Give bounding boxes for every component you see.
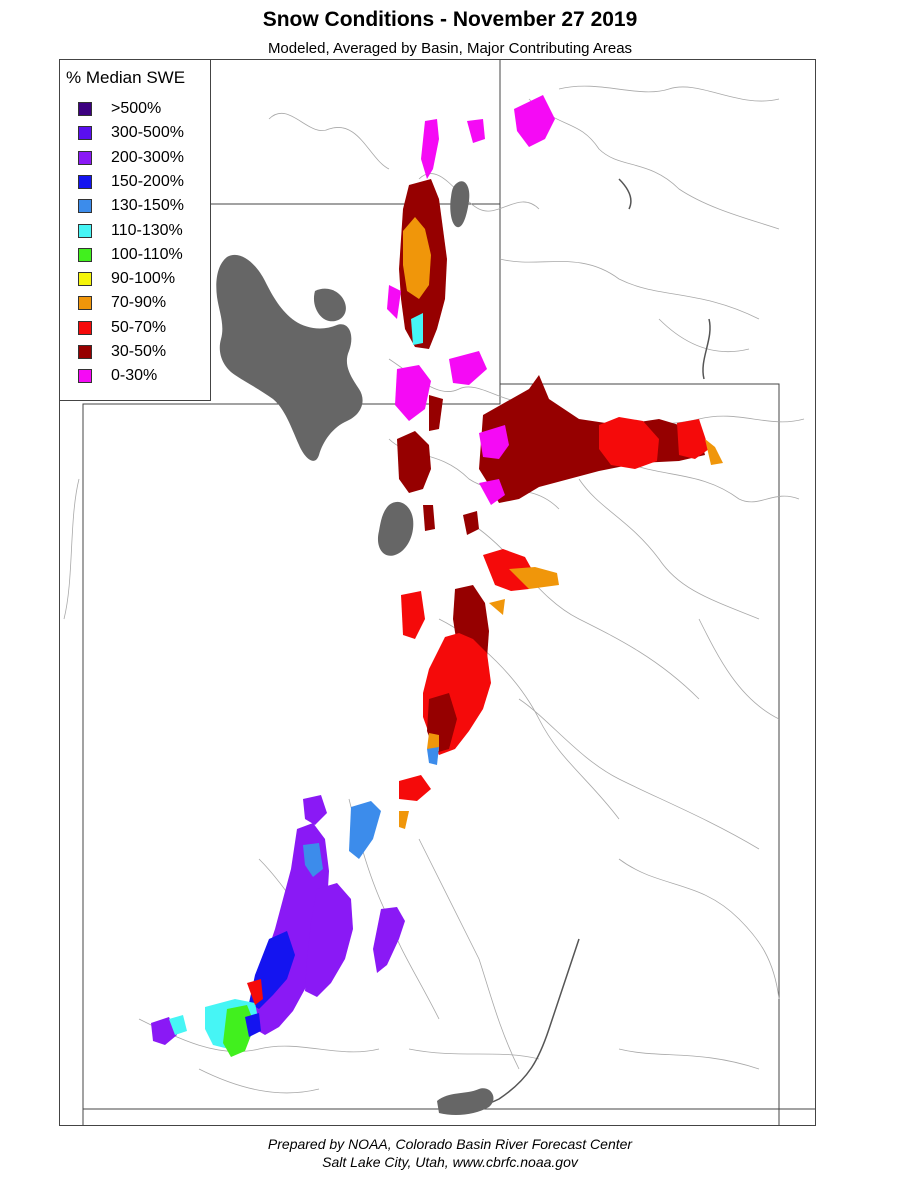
snow-basin <box>349 801 381 859</box>
legend-item: 200-300% <box>78 147 184 169</box>
lakes <box>216 181 494 1115</box>
snow-basin <box>403 217 431 299</box>
snow-basin <box>423 505 435 531</box>
legend-item: 130-150% <box>78 195 184 217</box>
legend-label: 300-500% <box>111 124 184 142</box>
snow-basin <box>399 811 409 829</box>
legend-label: 50-70% <box>111 318 167 336</box>
legend-label: 110-130% <box>111 221 183 239</box>
snow-basin <box>449 351 487 385</box>
legend-swatch <box>78 223 92 238</box>
snow-basin <box>247 979 263 1005</box>
legend-item: 90-100% <box>78 268 175 290</box>
snow-basin <box>705 439 723 465</box>
legend-item: 100-110% <box>78 244 183 266</box>
legend-label: >500% <box>111 100 162 117</box>
snow-basin <box>429 395 443 431</box>
legend-label: 200-300% <box>111 148 184 166</box>
great-salt-lake-east <box>313 288 346 322</box>
snow-basin <box>397 431 431 493</box>
legend-item: 70-90% <box>78 292 166 314</box>
legend-item: 150-200% <box>78 171 184 193</box>
legend-swatch <box>78 126 92 141</box>
colorado-river <box>438 938 580 1111</box>
footer-credit: Prepared by NOAA, Colorado Basin River F… <box>267 1136 633 1152</box>
snow-basin <box>479 375 705 503</box>
legend-item: 110-130% <box>78 220 183 242</box>
legend-swatch <box>78 247 92 262</box>
legend-item: 300-500% <box>78 122 184 144</box>
snow-basin <box>421 119 439 179</box>
snow-basin <box>305 883 353 997</box>
snow-basin <box>373 907 405 973</box>
snow-basin <box>479 425 509 459</box>
legend-swatch <box>78 320 92 335</box>
legend-item: 50-70% <box>78 317 166 339</box>
snow-basin <box>677 419 709 459</box>
legend-label: 30-50% <box>111 343 167 360</box>
utah-lake <box>377 501 414 556</box>
snow-basin <box>411 313 423 345</box>
snow-basin <box>401 591 425 639</box>
snow-basin <box>467 119 485 143</box>
legend-swatch <box>78 199 92 214</box>
legend-item: 0-30% <box>78 365 157 387</box>
snow-basins <box>151 95 723 1057</box>
snow-basin <box>479 479 505 505</box>
legend-swatch <box>78 369 92 384</box>
snow-basin <box>303 795 327 825</box>
legend-label: 70-90% <box>111 294 167 312</box>
legend-label: 0-30% <box>111 367 158 385</box>
legend-label: 130-150% <box>111 197 184 215</box>
great-salt-lake <box>216 254 363 461</box>
snow-basin <box>387 285 401 319</box>
snow-basin <box>489 599 505 615</box>
map-title: Snow Conditions - November 27 2019 <box>262 8 638 31</box>
snow-map[interactable] <box>59 59 816 1126</box>
snow-basin <box>427 733 439 751</box>
footer-location: Salt Lake City, Utah, www.cbrfc.noaa.gov <box>322 1154 578 1170</box>
legend: % Median SWE >500% 300-500% 200-300% 150-20… <box>59 59 211 401</box>
legend-swatch <box>78 174 92 189</box>
flaming-gorge <box>618 178 632 210</box>
snow-basin <box>399 775 431 801</box>
legend-label: 150-200% <box>111 172 184 190</box>
legend-label: 100-110% <box>111 245 183 263</box>
snow-basin <box>395 365 431 421</box>
legend-title: % Median SWE <box>66 68 186 87</box>
legend-swatch <box>78 150 92 165</box>
legend-swatch <box>78 296 92 311</box>
snow-basin <box>463 511 479 535</box>
green-river <box>702 318 711 380</box>
snow-basin <box>514 95 555 147</box>
legend-item: >500% <box>78 98 161 120</box>
legend-swatch <box>78 102 92 116</box>
legend-swatch <box>78 272 92 287</box>
snow-basin <box>427 747 439 765</box>
snow-basin <box>509 567 559 589</box>
lake-powell <box>437 1088 494 1115</box>
snow-basin <box>303 843 323 877</box>
map-subtitle: Modeled, Averaged by Basin, Major Contri… <box>267 40 633 57</box>
bear-lake <box>450 181 470 228</box>
snow-basin <box>245 1013 261 1037</box>
snow-basin <box>599 417 659 469</box>
legend-item: 30-50% <box>78 341 166 363</box>
legend-swatch <box>78 345 92 359</box>
snow-basin <box>151 1017 177 1045</box>
legend-label: 90-100% <box>111 270 176 288</box>
utah-border <box>82 383 780 1126</box>
snow-basin <box>169 1015 187 1035</box>
